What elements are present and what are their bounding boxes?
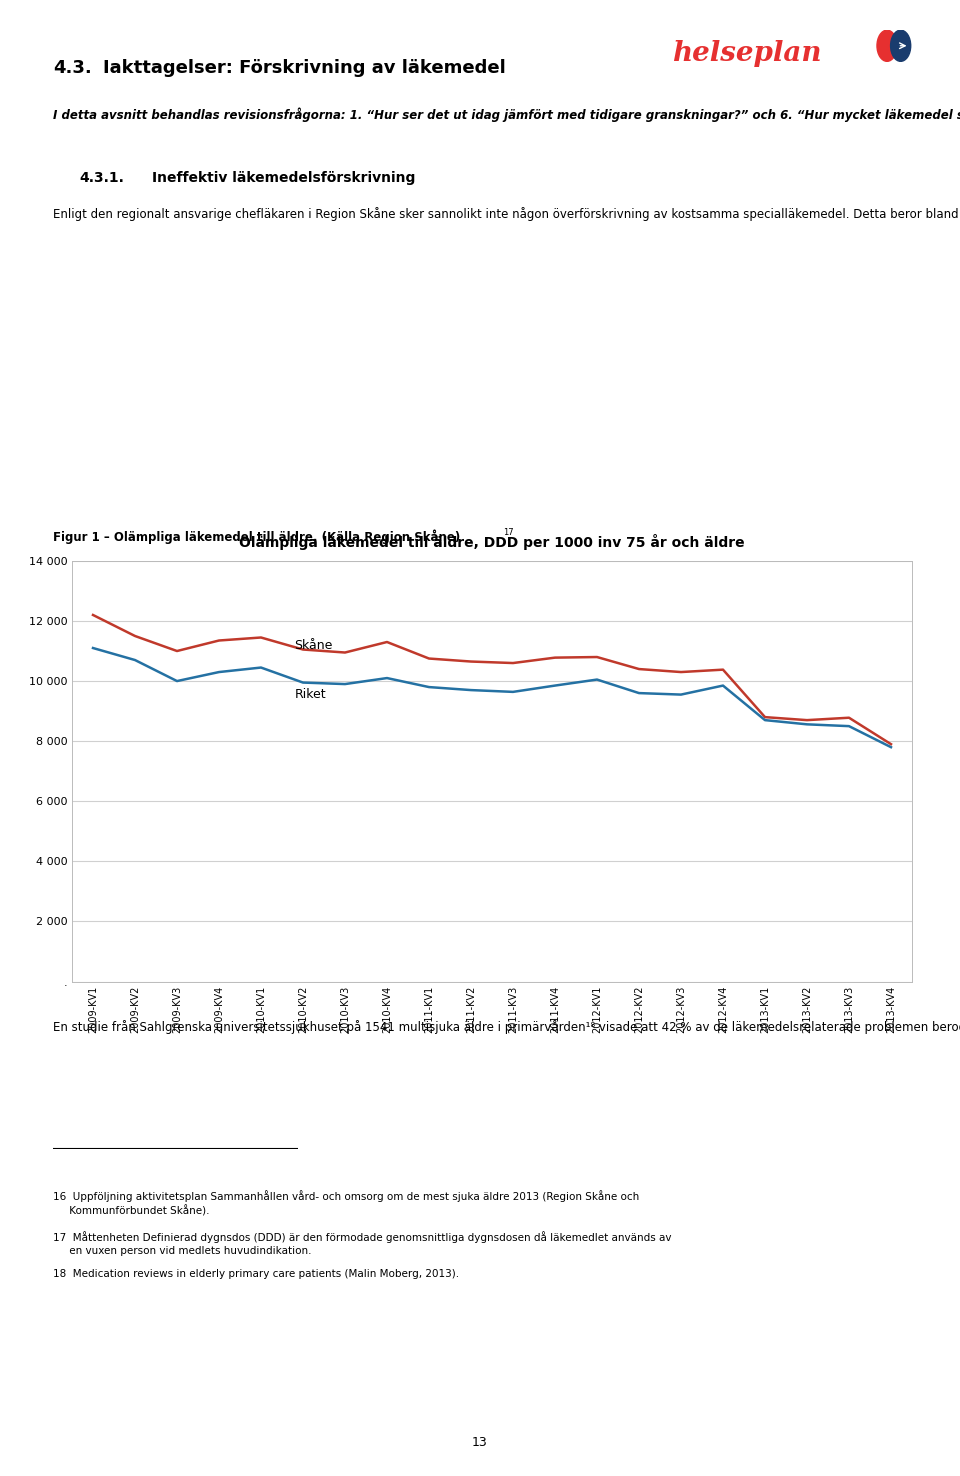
Text: Ineffektiv läkemedelsförskrivning: Ineffektiv läkemedelsförskrivning (152, 171, 415, 184)
Text: helseplan: helseplan (672, 40, 822, 66)
Text: 13: 13 (472, 1436, 488, 1449)
Circle shape (891, 30, 911, 62)
Title: Olämpliga läkemedel till äldre, DDD per 1000 inv 75 år och äldre: Olämpliga läkemedel till äldre, DDD per … (239, 534, 745, 551)
Text: Skåne: Skåne (295, 639, 333, 652)
Text: 17: 17 (503, 528, 514, 537)
Circle shape (877, 30, 897, 62)
Text: 16  Uppföljning aktivitetsplan Sammanhållen vård- och omsorg om de mest sjuka äl: 16 Uppföljning aktivitetsplan Sammanhåll… (53, 1190, 639, 1216)
Text: 18  Medication reviews in elderly primary care patients (Malin Moberg, 2013).: 18 Medication reviews in elderly primary… (53, 1269, 459, 1280)
Text: Enligt den regionalt ansvarige chefläkaren i Region Skåne sker sannolikt inte nå: Enligt den regionalt ansvarige chefläkar… (53, 207, 960, 220)
Text: 17  Måttenheten Definierad dygnsdos (DDD) är den förmodade genomsnittliga dygnsd: 17 Måttenheten Definierad dygnsdos (DDD)… (53, 1231, 671, 1256)
Text: Figur 1 – Olämpliga läkemedel till äldre. (Källa Region Skåne): Figur 1 – Olämpliga läkemedel till äldre… (53, 530, 465, 545)
Text: I detta avsnitt behandlas revisionsfrågorna: 1. “Hur ser det ut idag jämfört med: I detta avsnitt behandlas revisionsfrågo… (53, 108, 960, 123)
Text: En studie från Sahlgrenska universitetssjukhuset på 1541 multisjuka äldre i prim: En studie från Sahlgrenska universitetss… (53, 1020, 960, 1033)
Text: 4.3.: 4.3. (53, 59, 91, 77)
Text: Riket: Riket (295, 688, 326, 701)
Text: Iakttagelser: Förskrivning av läkemedel: Iakttagelser: Förskrivning av läkemedel (103, 59, 506, 77)
Text: 4.3.1.: 4.3.1. (80, 171, 125, 184)
